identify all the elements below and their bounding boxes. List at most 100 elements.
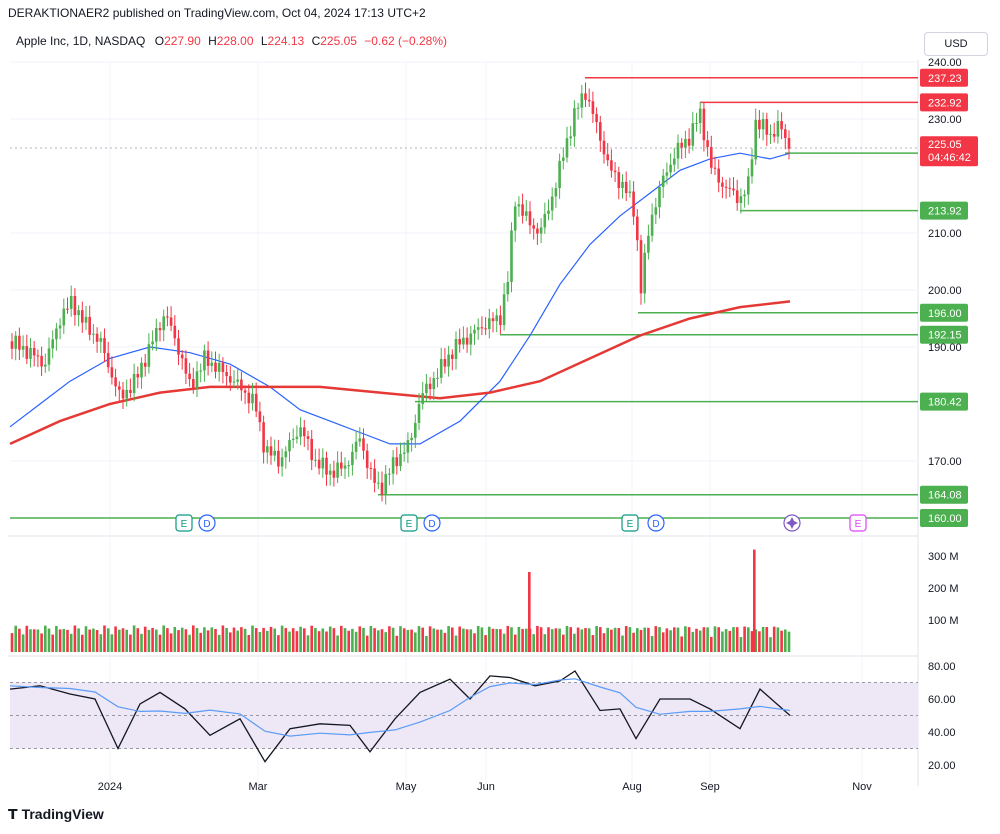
volume-bar [354, 631, 358, 652]
volume-bar [362, 627, 365, 652]
candle-body [750, 159, 754, 177]
volume-bar [706, 627, 709, 652]
dividend-marker [423, 514, 441, 532]
volume-bar [543, 634, 547, 652]
candle-body [558, 160, 561, 189]
volume-bar [495, 628, 498, 652]
candle-body [92, 333, 95, 335]
earnings-marker [400, 514, 418, 532]
candle-body [299, 427, 302, 437]
volume-bar [643, 627, 646, 652]
time-tick-label: Jun [477, 781, 495, 793]
candle-body [95, 333, 99, 342]
volume-bar [506, 625, 510, 652]
volume-spike [528, 572, 531, 652]
candle-body [306, 436, 310, 439]
volume-bar [295, 631, 299, 652]
candle-body [266, 446, 269, 453]
symbol-legend: Apple Inc, 1D, NASDAQ O227.90 H228.00 L2… [16, 34, 451, 48]
volume-bar [384, 632, 387, 652]
candle-body [569, 136, 572, 139]
dividend-marker [198, 514, 216, 532]
candle-body [698, 108, 702, 123]
candle-body [136, 373, 140, 378]
candle-body [547, 210, 550, 214]
candle-body [321, 457, 325, 469]
volume-bar [140, 633, 143, 652]
volume-bar [606, 627, 609, 652]
candle-body [243, 390, 247, 393]
candle-body [621, 181, 624, 188]
volume-bar [739, 637, 743, 652]
volume-bar [414, 632, 417, 652]
volume-bar [121, 628, 125, 652]
volume-bar [291, 628, 295, 652]
candle-body [188, 373, 191, 380]
candle-body [391, 457, 395, 474]
level-tag [920, 68, 968, 87]
candle-body [51, 339, 54, 349]
volume-bar [521, 628, 524, 652]
volume-bar [599, 627, 602, 652]
candle-body [177, 338, 180, 355]
volume-bar [525, 628, 528, 652]
volume-bar [321, 628, 325, 652]
volume-bar [351, 628, 354, 652]
candle-body [77, 310, 80, 316]
candle-body [428, 383, 432, 390]
volume-bar [110, 634, 114, 652]
volume-bar [206, 630, 210, 652]
candle-body [169, 317, 173, 326]
volume-bar [380, 629, 384, 652]
candle-body [258, 411, 262, 423]
volume-bar [569, 627, 572, 652]
volume-bar [273, 628, 276, 652]
open-label: O [154, 34, 165, 48]
candle-body [336, 462, 339, 478]
volume-bar [391, 627, 395, 652]
candle-body [125, 389, 128, 399]
candle-body [351, 451, 354, 466]
candle-body [610, 160, 613, 171]
candle-body [121, 389, 125, 399]
level-tag-label: 180.42 [928, 397, 962, 409]
candle-body [317, 459, 321, 469]
volume-bar [784, 629, 787, 652]
candle-body [432, 378, 436, 390]
candle-body [106, 353, 110, 368]
candle-body [66, 308, 69, 310]
candle-body [599, 122, 602, 141]
change-value: −0.62 (−0.28%) [364, 34, 448, 48]
currency-button[interactable]: USD [924, 32, 988, 56]
volume-bar [73, 625, 77, 652]
candle-body [166, 316, 169, 318]
candle-body [47, 348, 51, 365]
candle-body [225, 372, 228, 377]
volume-bar [747, 627, 750, 652]
candle-body [158, 328, 162, 331]
volume-bar [480, 627, 484, 652]
volume-bar [476, 625, 480, 652]
volume-bar [769, 637, 772, 652]
volume-bar [158, 634, 162, 652]
volume-bar [310, 625, 313, 652]
candle-body [617, 172, 621, 188]
candle-body [513, 206, 517, 231]
volume-bar [639, 629, 643, 652]
candle-body [713, 167, 717, 169]
level-tag [920, 509, 968, 527]
candle-body [772, 133, 776, 137]
volume-bar [280, 625, 284, 652]
volume-bar [406, 629, 410, 652]
candle-body [62, 308, 66, 326]
candle-body [650, 214, 654, 236]
candle-body [232, 381, 236, 383]
candle-body [192, 379, 195, 389]
volume-bar [539, 627, 543, 652]
volume-bar [776, 627, 780, 652]
volume-bar [436, 629, 439, 652]
volume-bar [325, 631, 328, 652]
tradingview-logo[interactable]: 𝗧 TradingView [8, 806, 104, 823]
volume-bar [580, 629, 584, 652]
